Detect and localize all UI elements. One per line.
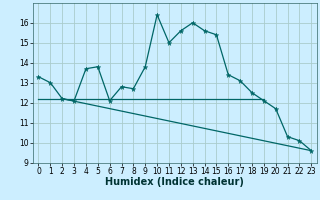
X-axis label: Humidex (Indice chaleur): Humidex (Indice chaleur) (106, 177, 244, 187)
